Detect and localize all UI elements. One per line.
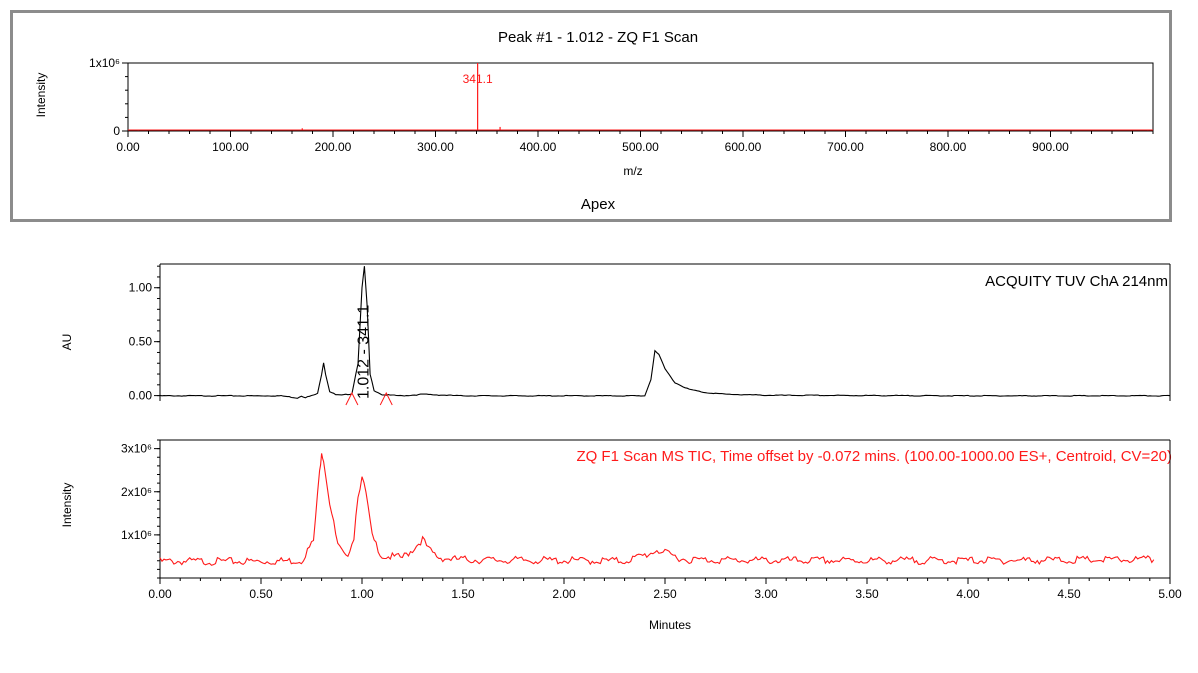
x-tick-label: 600.00 [725, 140, 762, 154]
y-tick-label: 0 [113, 124, 120, 138]
y-tick-label: 3x10⁶ [121, 442, 152, 456]
spectrum-subtitle: Apex [581, 196, 616, 213]
tic-y-axis-label: Intensity [60, 483, 74, 528]
x-tick-label: 0.00 [148, 587, 172, 601]
x-tick-label: 200.00 [315, 140, 352, 154]
y-tick-label: 2x10⁶ [121, 485, 152, 499]
x-tick-label: 300.00 [417, 140, 454, 154]
x-tick-label: 900.00 [1032, 140, 1069, 154]
x-tick-label: 1.00 [350, 587, 374, 601]
x-tick-label: 1.50 [451, 587, 475, 601]
x-tick-label: 5.00 [1158, 587, 1182, 601]
tic-trace-title: ZQ F1 Scan MS TIC, Time offset by -0.072… [576, 448, 1172, 465]
integration-marker [379, 391, 393, 406]
y-tick-label: 0.00 [129, 389, 153, 403]
tic-x-axis-label: Minutes [649, 618, 691, 632]
y-tick-label: 1x10⁶ [89, 56, 120, 70]
uv-trace-title: ACQUITY TUV ChA 214nm [985, 273, 1168, 290]
x-tick-label: 0.00 [116, 140, 140, 154]
plot-frame [127, 62, 1154, 132]
x-tick-label: 3.50 [855, 587, 879, 601]
uv-chromatogram-chart: ACQUITY TUV ChA 214nm AU 0.00 0.50 1.00 1.0… [60, 263, 1171, 406]
x-tick-label: 800.00 [930, 140, 967, 154]
ms-tic-chart: ZQ F1 Scan MS TIC, Time offset by -0.072… [60, 439, 1182, 632]
mass-spectrum-chart: Peak #1 - 1.012 - ZQ F1 Scan Apex Intens… [34, 29, 1154, 213]
tic-trace-line [159, 453, 1155, 566]
peak-annotation-label: 1.012 - 341.1 [355, 305, 372, 399]
uv-trace-line [159, 266, 1171, 399]
x-tick-label: 2.00 [552, 587, 576, 601]
x-tick-label: 500.00 [622, 140, 659, 154]
y-tick-label: 1x10⁶ [121, 528, 152, 542]
x-tick-label: 3.00 [754, 587, 778, 601]
spectrum-y-axis-label: Intensity [34, 73, 48, 118]
x-tick-label: 0.50 [249, 587, 273, 601]
uv-y-axis-label: AU [60, 334, 74, 351]
x-tick-label: 400.00 [520, 140, 557, 154]
peak-mz-label: 341.1 [463, 72, 493, 86]
integration-marker [345, 391, 359, 406]
mass-spectrum-panel [10, 10, 1172, 222]
x-tick-label: 700.00 [827, 140, 864, 154]
spectrum-x-axis-label: m/z [623, 164, 642, 178]
x-tick-label: 4.50 [1057, 587, 1081, 601]
spectrum-title: Peak #1 - 1.012 - ZQ F1 Scan [498, 29, 698, 46]
x-tick-label: 2.50 [653, 587, 677, 601]
x-tick-label: 100.00 [212, 140, 249, 154]
y-tick-label: 0.50 [129, 335, 153, 349]
y-tick-label: 1.00 [129, 281, 153, 295]
x-tick-label: 4.00 [956, 587, 980, 601]
